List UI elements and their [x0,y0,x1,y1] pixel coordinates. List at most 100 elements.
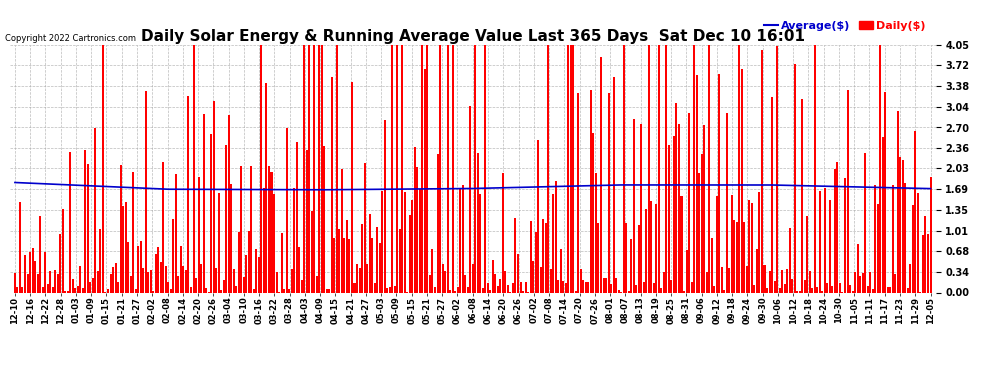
Bar [910,264,912,292]
Bar [311,211,313,292]
Bar [758,192,760,292]
Bar [394,286,396,292]
Bar [200,264,202,292]
Bar [678,124,680,292]
Bar [781,270,783,292]
Bar [487,283,489,292]
Bar [497,286,499,292]
Bar [424,69,426,292]
Bar [66,291,68,292]
Bar [657,45,660,292]
Bar [417,167,419,292]
Bar [633,119,635,292]
Bar [466,286,468,292]
Bar [756,249,758,292]
Bar [84,150,86,292]
Bar [817,287,819,292]
Bar [615,278,617,292]
Bar [358,268,360,292]
Bar [422,45,424,292]
Bar [706,272,708,292]
Bar [834,169,836,292]
Bar [412,200,414,292]
Bar [897,111,899,292]
Bar [499,279,501,292]
Bar [874,185,876,292]
Bar [535,232,537,292]
Bar [291,270,293,292]
Bar [930,177,932,292]
Bar [112,267,114,292]
Bar [716,196,718,292]
Bar [27,273,29,292]
Bar [683,291,685,292]
Bar [368,213,370,292]
Bar [451,45,453,292]
Bar [917,193,919,292]
Bar [437,154,439,292]
Bar [829,200,831,292]
Bar [446,45,448,292]
Bar [711,238,713,292]
Bar [871,290,873,292]
Bar [190,287,192,292]
Bar [132,172,135,292]
Bar [673,136,675,292]
Bar [484,45,486,292]
Bar [736,222,738,292]
Bar [361,224,363,292]
Bar [652,283,654,292]
Bar [575,291,577,292]
Bar [445,271,446,292]
Bar [220,290,222,292]
Bar [94,128,96,292]
Bar [899,157,901,292]
Bar [809,271,811,292]
Bar [283,289,285,292]
Bar [761,50,763,292]
Bar [152,291,154,292]
Bar [384,120,386,292]
Bar [346,220,347,292]
Bar [794,64,796,292]
Bar [915,131,917,292]
Bar [718,74,721,292]
Bar [600,57,602,292]
Bar [298,247,300,292]
Bar [580,270,582,292]
Bar [776,46,778,292]
Bar [631,239,633,292]
Bar [469,106,471,292]
Bar [185,270,187,292]
Bar [784,284,786,292]
Bar [177,276,179,292]
Bar [89,282,91,292]
Bar [734,220,736,292]
Bar [479,194,481,292]
Bar [149,270,151,292]
Title: Daily Solar Energy & Running Average Value Last 365 Days  Sat Dec 10 16:01: Daily Solar Energy & Running Average Val… [141,29,805,44]
Bar [729,268,731,292]
Bar [743,222,745,292]
Bar [79,266,81,292]
Bar [236,286,238,292]
Bar [887,287,889,292]
Bar [832,286,834,292]
Bar [786,269,788,292]
Bar [598,223,600,292]
Legend: Average($), Daily($): Average($), Daily($) [764,21,926,31]
Bar [148,272,149,292]
Bar [99,229,101,292]
Bar [157,248,159,292]
Bar [477,153,479,292]
Bar [559,249,561,292]
Bar [32,248,34,292]
Bar [530,221,532,292]
Bar [293,188,295,292]
Bar [824,188,826,292]
Bar [610,284,612,292]
Bar [675,103,677,292]
Bar [703,125,705,292]
Bar [72,279,74,292]
Bar [585,282,587,292]
